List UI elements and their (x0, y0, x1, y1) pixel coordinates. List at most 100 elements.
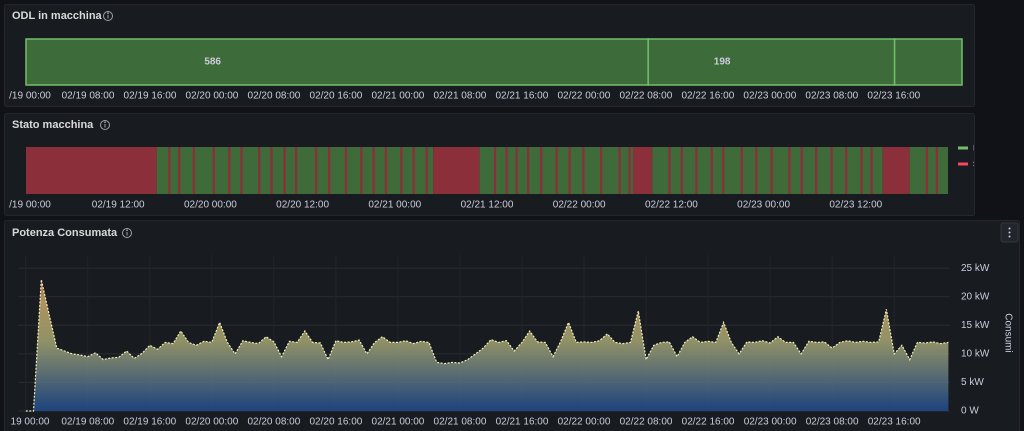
state-interval (770, 147, 773, 194)
power-chart: 0 W 5 kW 10 kW 15 kW 20 kW 25 kW 19 00:00 02/19… (11, 255, 1013, 428)
segment (893, 38, 963, 86)
state-interval (845, 147, 848, 194)
panel-menu[interactable] (1000, 222, 1019, 243)
state-interval (540, 147, 543, 194)
state-interval (283, 147, 286, 194)
state-interval (860, 147, 863, 194)
panel-title: ODL in macchina (12, 10, 103, 22)
x-tick-label: 02/21 00:00 (372, 91, 425, 102)
x-tick-label: 02/19 12:00 (92, 200, 145, 211)
state-interval (935, 147, 939, 194)
state-interval (515, 147, 518, 194)
x-tick-label: /19 00:00 (9, 91, 51, 102)
x-tick-label: 02/22 16:00 (682, 417, 735, 428)
state-interval (493, 147, 497, 194)
state-interval (710, 147, 713, 194)
state-interval (258, 147, 261, 194)
state-interval (360, 147, 363, 194)
x-tick-label: 02/22 00:00 (553, 200, 606, 211)
odl-timeline: 586 198/19 00:00 02/19 08:00 02/19 16:00 02/… (9, 38, 963, 102)
state-interval (695, 147, 698, 194)
state-interval (555, 147, 558, 194)
state-interval (582, 147, 585, 194)
state-interval (870, 147, 873, 194)
state-interval (505, 147, 508, 194)
state-interval (599, 147, 603, 194)
x-tick-label: 02/21 08:00 (434, 417, 487, 428)
x-tick-label: 02/20 16:00 (310, 91, 363, 102)
x-tick-label: 02/23 00:00 (743, 91, 796, 102)
x-tick-label: 02/21 00:00 (368, 200, 421, 211)
state-interval (568, 147, 571, 194)
x-tick-label: 02/23 08:00 (805, 91, 858, 102)
state-interval (815, 147, 818, 194)
state-interval (240, 147, 243, 194)
state-interval (26, 147, 157, 194)
state-interval (412, 147, 415, 194)
y-tick-label: 15 kW (961, 320, 990, 331)
state-interval (722, 147, 725, 194)
x-tick-label: 02/21 16:00 (496, 417, 549, 428)
x-tick-label: 02/22 00:00 (558, 417, 611, 428)
state-interval (830, 147, 833, 194)
x-tick-label: 19 00:00 (11, 417, 50, 428)
state-interval (652, 147, 883, 194)
state-interval (925, 147, 929, 194)
state-interval (628, 147, 631, 194)
x-tick-label: 02/20 08:00 (247, 417, 300, 428)
x-tick-label: 02/22 00:00 (557, 91, 610, 102)
x-tick-label: 02/19 08:00 (62, 91, 115, 102)
legend-label: stop (973, 159, 992, 170)
state-interval (294, 147, 298, 194)
x-tick-label: 02/20 00:00 (184, 200, 237, 211)
state-interval (526, 147, 530, 194)
x-tick-label: /19 00:00 (9, 200, 51, 211)
x-tick-label: 02/20 16:00 (309, 417, 362, 428)
state-interval (740, 147, 743, 194)
legend-label: running (973, 143, 1006, 154)
state-interval (800, 147, 803, 194)
x-tick-label: 02/23 16:00 (868, 417, 921, 428)
x-tick-label: 02/20 00:00 (185, 417, 238, 428)
y-tick-label: 0 W (961, 406, 979, 417)
state-interval (882, 147, 910, 194)
x-tick-label: 02/21 00:00 (372, 417, 425, 428)
x-tick-label: 02/23 12:00 (829, 200, 882, 211)
x-tick-label: 02/19 16:00 (124, 91, 177, 102)
state-interval (228, 147, 231, 194)
x-tick-label: 02/21 08:00 (433, 91, 486, 102)
x-tick-label: 02/20 08:00 (248, 91, 301, 102)
state-interval (909, 147, 948, 194)
segment-label: 586 (204, 57, 221, 68)
state-interval (178, 147, 181, 194)
x-tick-label: 02/21 16:00 (495, 91, 548, 102)
state-interval (327, 147, 331, 194)
state-interval (632, 147, 653, 194)
state-interval (680, 147, 683, 194)
state-interval (372, 147, 375, 194)
x-tick-label: 02/20 00:00 (186, 91, 239, 102)
state-interval (425, 147, 428, 194)
state-interval (314, 147, 318, 194)
segment (647, 38, 896, 86)
x-tick-label: 02/23 00:00 (744, 417, 797, 428)
state-interval (400, 147, 403, 194)
y-tick-label: 5 kW (961, 377, 984, 388)
x-tick-label: 02/22 08:00 (619, 91, 672, 102)
segment-label: 198 (714, 57, 731, 68)
state-interval (755, 147, 758, 194)
y-axis-label: Consumi (1002, 313, 1013, 352)
x-tick-label: 02/23 08:00 (806, 417, 859, 428)
line (25, 279, 949, 412)
x-tick-label: 02/20 12:00 (276, 200, 329, 211)
x-tick-label: 02/19 16:00 (123, 417, 176, 428)
panel-title: Potenza Consumata (12, 227, 118, 239)
x-tick-label: 02/23 00:00 (737, 200, 790, 211)
state-interval (192, 147, 196, 194)
state-interval (344, 147, 348, 194)
y-tick-label: 20 kW (961, 291, 990, 302)
x-tick-label: 02/23 16:00 (867, 91, 920, 102)
state-interval (433, 147, 480, 194)
x-tick-label: 02/22 08:00 (620, 417, 673, 428)
